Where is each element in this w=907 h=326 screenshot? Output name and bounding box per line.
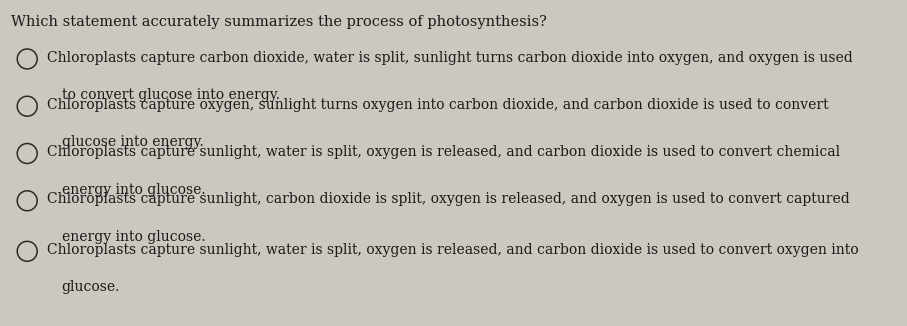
Text: glucose.: glucose. [62, 280, 120, 294]
Text: energy into glucose.: energy into glucose. [62, 230, 205, 244]
Text: energy into glucose.: energy into glucose. [62, 183, 205, 197]
Text: Chloroplasts capture sunlight, water is split, oxygen is released, and carbon di: Chloroplasts capture sunlight, water is … [47, 243, 859, 257]
Text: Which statement accurately summarizes the process of photosynthesis?: Which statement accurately summarizes th… [11, 15, 547, 29]
Text: glucose into energy.: glucose into energy. [62, 135, 203, 149]
Text: Chloroplasts capture sunlight, carbon dioxide is split, oxygen is released, and : Chloroplasts capture sunlight, carbon di… [47, 192, 850, 206]
Text: to convert glucose into energy.: to convert glucose into energy. [62, 88, 279, 102]
Text: Chloroplasts capture carbon dioxide, water is split, sunlight turns carbon dioxi: Chloroplasts capture carbon dioxide, wat… [47, 51, 853, 65]
Text: Chloroplasts capture sunlight, water is split, oxygen is released, and carbon di: Chloroplasts capture sunlight, water is … [47, 145, 840, 159]
Text: Chloroplasts capture oxygen, sunlight turns oxygen into carbon dioxide, and carb: Chloroplasts capture oxygen, sunlight tu… [47, 98, 829, 112]
